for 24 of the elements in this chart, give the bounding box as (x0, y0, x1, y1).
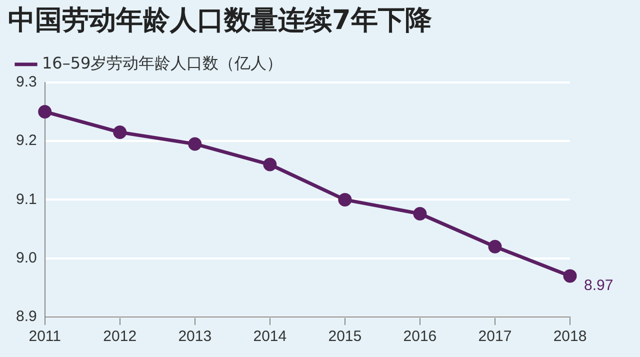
point (38, 104, 52, 118)
point (113, 126, 127, 140)
y-tick-label: 9.1 (16, 190, 37, 208)
point (488, 240, 502, 254)
legend-label: 16–59岁劳动年龄人口数（亿人） (42, 54, 283, 73)
y-tick-label: 9.3 (16, 74, 37, 91)
x-tick-label: 2015 (328, 328, 362, 346)
data-label: 8.97 (584, 277, 614, 294)
point (413, 207, 427, 221)
x-tick-label: 2011 (28, 328, 61, 346)
x-tick-label: 2018 (553, 328, 587, 346)
y-tick-label: 9.0 (16, 249, 37, 266)
x-tick-label: 2014 (253, 328, 287, 346)
x-tick-label: 2016 (403, 328, 437, 346)
point (563, 269, 577, 283)
chart-title: 中国劳动年龄人口数量连续7年下降 (8, 5, 432, 36)
x-tick-label: 2013 (178, 328, 212, 346)
point (188, 137, 202, 151)
y-tick-label: 8.9 (16, 308, 37, 326)
point (263, 158, 277, 172)
point (338, 192, 352, 206)
x-tick-label: 2017 (478, 328, 512, 346)
x-tick-label: 2012 (103, 328, 137, 346)
y-tick-label: 9.2 (16, 132, 37, 150)
